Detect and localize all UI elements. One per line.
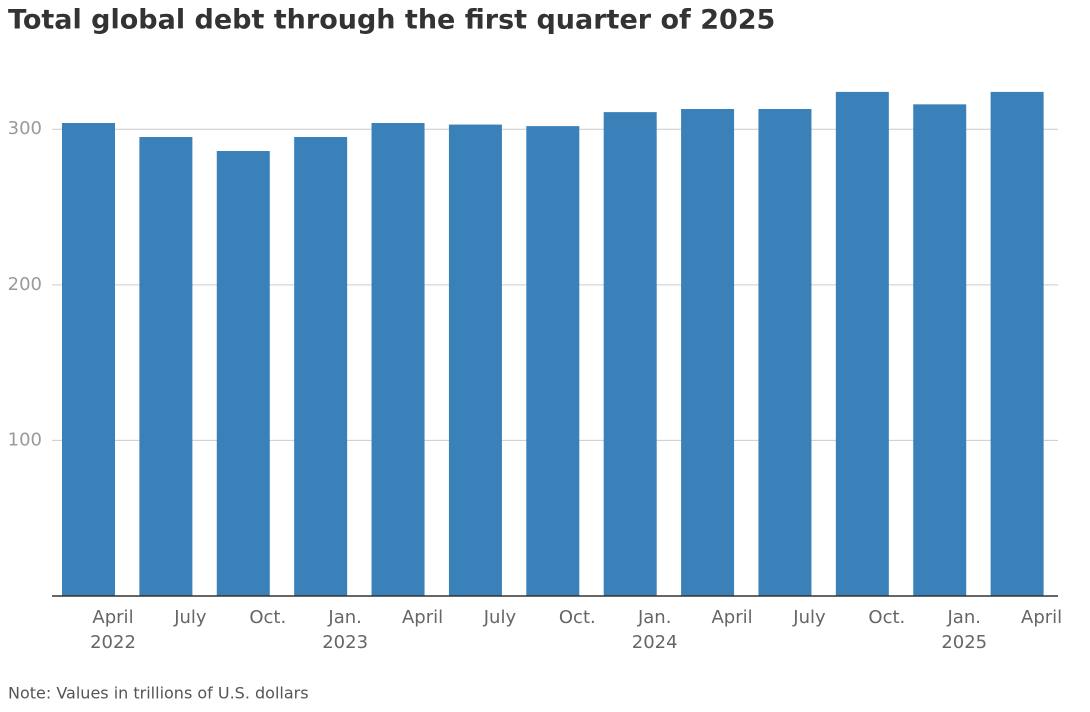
chart-title: Total global debt through the first quar… — [8, 5, 775, 36]
x-tick-label: April — [711, 607, 752, 628]
x-tick-year: 2023 — [322, 632, 368, 653]
bar — [681, 109, 735, 597]
bar — [448, 124, 502, 596]
x-tick-label: April — [402, 607, 443, 628]
x-tick-label: Jan. — [637, 607, 671, 628]
bar — [216, 151, 270, 597]
y-tick-label: 300 — [8, 118, 42, 139]
x-tick-year: 2024 — [632, 632, 678, 653]
bar — [62, 123, 115, 596]
x-tick-label: Oct. — [559, 607, 596, 628]
y-tick-label: 100 — [8, 429, 42, 450]
x-tick-year: 2022 — [90, 632, 136, 653]
bar — [371, 123, 425, 596]
bar — [990, 91, 1044, 597]
x-tick-label: Jan. — [327, 607, 361, 628]
bar — [526, 126, 580, 596]
x-tick-label: July — [483, 607, 517, 628]
x-tick-label: Oct. — [868, 607, 905, 628]
y-tick-label: 200 — [8, 274, 42, 295]
bar — [835, 91, 889, 597]
bar — [139, 137, 193, 596]
note: Note: Values in trillions of U.S. dollar… — [8, 684, 309, 703]
x-tick-label: Jan. — [946, 607, 980, 628]
x-tick-label: Oct. — [249, 607, 286, 628]
x-tick-year: 2025 — [941, 632, 987, 653]
bar — [603, 112, 657, 596]
bar — [758, 109, 812, 597]
x-tick-label: April — [1021, 607, 1062, 628]
x-tick-label: April — [92, 607, 133, 628]
bar — [913, 104, 967, 596]
bar — [294, 137, 348, 596]
x-tick-label: July — [173, 607, 207, 628]
x-tick-label: July — [792, 607, 826, 628]
